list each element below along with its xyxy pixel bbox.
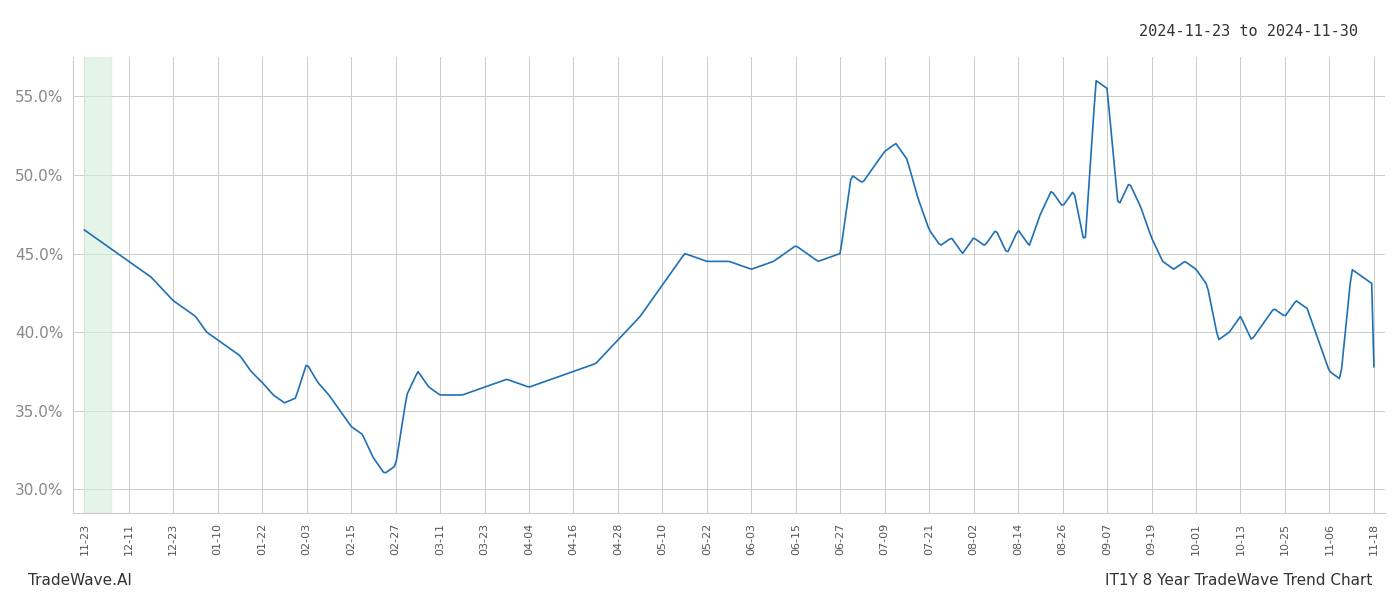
Text: 2024-11-23 to 2024-11-30: 2024-11-23 to 2024-11-30 (1140, 24, 1358, 39)
Text: IT1Y 8 Year TradeWave Trend Chart: IT1Y 8 Year TradeWave Trend Chart (1105, 573, 1372, 588)
Text: TradeWave.AI: TradeWave.AI (28, 573, 132, 588)
Bar (84, 57, 111, 513)
